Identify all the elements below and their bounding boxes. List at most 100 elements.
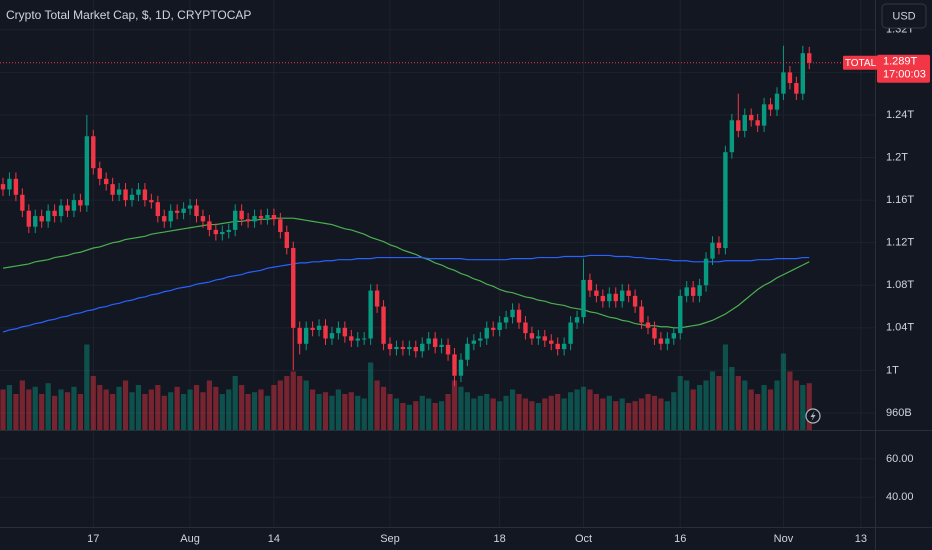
candle-body — [581, 279, 586, 318]
volume-bar — [393, 398, 400, 430]
volume-bar — [439, 401, 445, 430]
candle-body — [452, 354, 457, 376]
price-tag-price: 1.289T — [883, 56, 918, 68]
volume-bar — [342, 394, 348, 430]
grid — [0, 0, 875, 527]
candle-body — [781, 72, 786, 94]
candle-body — [439, 344, 444, 347]
volume-bar — [793, 380, 799, 430]
candle-body — [600, 295, 606, 302]
volume-bar — [593, 394, 599, 430]
candle-body — [104, 178, 109, 185]
candle-body — [678, 295, 683, 334]
y-tick-label: 1.04T — [886, 322, 914, 334]
candle-body — [645, 322, 651, 328]
candle-body — [129, 194, 135, 201]
candle-body — [800, 53, 805, 94]
currency-button[interactable] — [881, 3, 927, 29]
volume-bar — [548, 395, 554, 430]
volume-bar — [284, 376, 290, 430]
volume-bar — [135, 385, 142, 430]
volume-bar — [419, 395, 425, 430]
volume-bar — [632, 401, 638, 430]
volume-bar — [774, 380, 780, 430]
candle-body — [465, 343, 470, 360]
candle-body — [123, 189, 128, 201]
symbol-tag-label: TOTAL — [845, 58, 877, 69]
candle-body — [478, 338, 483, 341]
volume-bar — [561, 398, 567, 430]
candle-body — [484, 327, 489, 339]
volume-bar — [580, 386, 587, 430]
candle-body — [658, 338, 664, 344]
candle-body — [136, 189, 141, 195]
candle-body — [426, 338, 431, 344]
volume-bar — [213, 386, 219, 430]
volume-bar — [729, 367, 735, 430]
volume-bar — [516, 394, 522, 430]
volume-bar — [600, 398, 606, 430]
volume-bar — [787, 371, 793, 430]
volume-bar — [451, 380, 458, 430]
candle-body — [245, 219, 251, 222]
candle-body — [265, 215, 270, 219]
volume-bar — [174, 386, 180, 430]
candle-body — [368, 290, 373, 339]
candle-body — [226, 229, 231, 233]
candle-body — [749, 114, 754, 121]
volume-bar — [800, 385, 806, 430]
candle-body — [162, 216, 167, 222]
candle-layer — [0, 45, 812, 387]
candle-body — [110, 184, 115, 195]
candle-body — [349, 336, 354, 341]
x-tick-label: 16 — [674, 533, 686, 545]
volume-bar — [742, 380, 748, 430]
candle-body — [200, 216, 206, 222]
volume-bar — [26, 389, 32, 430]
volume-bar — [619, 398, 625, 430]
volume-bar — [497, 401, 503, 430]
candle-body — [755, 120, 760, 126]
candle-body — [503, 317, 509, 323]
volume-bar — [755, 394, 761, 430]
candle-body — [297, 327, 302, 344]
volume-bar — [32, 386, 38, 430]
volume-bar — [39, 394, 45, 430]
candle-body — [33, 216, 38, 227]
volume-bar — [503, 395, 509, 430]
candle-body — [516, 309, 522, 323]
candle-body — [587, 279, 593, 291]
candle-body — [613, 293, 618, 302]
volume-bar — [239, 385, 245, 430]
candle-body — [355, 338, 360, 341]
volume-bar — [806, 383, 812, 430]
volume-bar — [529, 401, 535, 430]
volume-bar — [690, 389, 696, 430]
candle-body — [329, 333, 335, 339]
volume-layer — [0, 344, 812, 430]
currency-label[interactable]: USD — [892, 10, 915, 22]
candle-body — [233, 210, 238, 230]
volume-bar — [432, 403, 438, 430]
candle-body — [26, 210, 31, 227]
volume-bar — [748, 389, 754, 430]
candle-body — [316, 325, 322, 330]
candle-body — [65, 205, 70, 211]
volume-bar — [587, 389, 593, 430]
candle-body — [181, 208, 186, 213]
moving-average — [2, 217, 810, 329]
candle-body — [387, 343, 393, 350]
volume-bar — [574, 389, 580, 430]
candle-body — [523, 322, 528, 334]
volume-bar — [677, 376, 683, 430]
volume-bar — [58, 389, 64, 430]
price-tag-countdown: 17:00:03 — [883, 69, 926, 81]
volume-bar — [6, 385, 13, 430]
candle-body — [536, 336, 541, 339]
volume-bar — [148, 389, 154, 430]
x-tick-label: 17 — [87, 533, 99, 545]
volume-bar — [374, 380, 380, 430]
candle-body — [568, 322, 573, 344]
candle-body — [768, 104, 773, 110]
candle-body — [413, 346, 418, 352]
